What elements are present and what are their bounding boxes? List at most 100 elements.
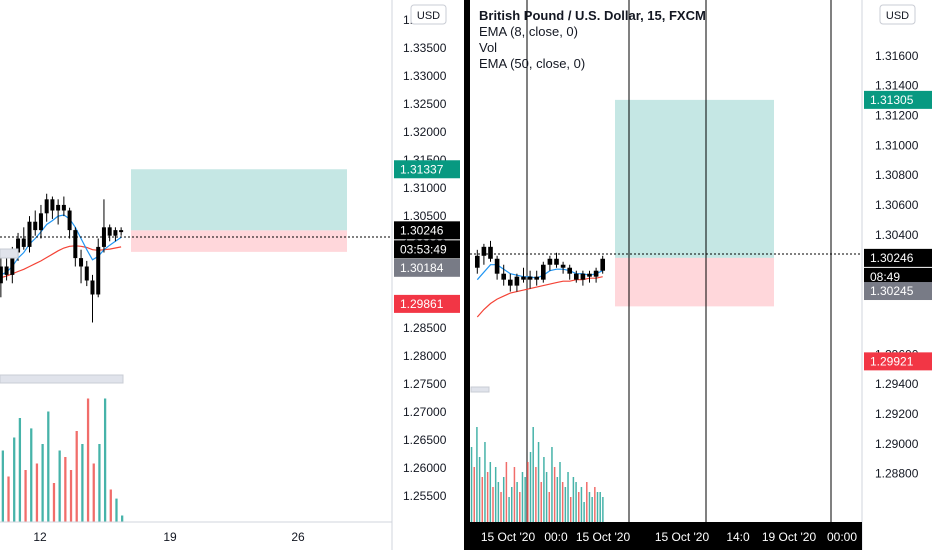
left-price-tick: 1.30500 [403,209,447,223]
right-price-tick: 1.31000 [875,138,919,152]
right-candle-body [474,255,480,268]
left-stop-zone[interactable] [131,230,347,252]
left-candle-body [113,230,118,236]
right-volume-bar [561,482,564,522]
right-time-tick: 15 Oct '20 [655,530,710,544]
right-time-tick: 14:0 [726,530,750,544]
right-candle-body [488,246,493,259]
right-time-tick: 19 Oct '20 [762,530,817,544]
right-volume-bar [532,427,534,522]
right-currency-button[interactable] [879,4,916,25]
right-volume-bar [551,447,553,522]
left-candle-body [50,199,55,211]
left-candle-body [73,230,78,259]
right-candle-body [580,273,586,280]
left-target-zone[interactable] [131,169,347,231]
left-chart-pane[interactable] [0,169,392,522]
right-volume-bar [521,472,524,522]
right-volume-bar [505,462,508,522]
pane-divider[interactable] [464,0,470,550]
right-time-axis-bar[interactable] [470,522,862,550]
left-candle-body [21,238,26,247]
right-volume-bar [494,467,497,522]
left-price-tag-text-stop: 1.29861 [400,297,444,311]
left-volume-bar [92,463,95,522]
left-candle-body [61,204,66,211]
left-price-tick: 1.28500 [403,321,447,335]
right-price-tag-text-stop: 1.29921 [870,354,914,368]
left-price-tick: 1.27500 [403,377,447,391]
right-price-tick: 1.30600 [875,198,919,212]
right-candle-body [527,276,533,280]
right-price-tag-text-target: 1.31305 [870,93,914,107]
legend-ema-8[interactable]: EMA (8, close, 0) [479,24,578,39]
right-volume-bar [513,467,516,522]
left-scrollbar[interactable] [0,374,124,384]
right-candle-body [554,258,559,265]
left-candle-body [4,266,9,275]
right-candle-body [507,279,513,286]
right-price-tag-countdown [864,267,932,286]
right-volume-bar [596,492,599,522]
left-volume-bar [13,437,16,522]
right-volume-bar [545,472,548,522]
right-scrollbar[interactable] [470,386,490,393]
left-price-tag-last [394,221,460,240]
right-time-tick: 15 Oct '20 [576,530,631,544]
left-price-tag-countdown [394,240,460,259]
left-volume-bar [115,498,118,522]
left-candle-body [107,227,112,236]
right-candle-body [501,273,507,280]
right-candle-body [494,258,500,274]
left-price-tag-prev [394,258,460,277]
right-candle-body [514,276,520,286]
right-price-tag-text-prev: 1.30245 [870,284,914,298]
right-time-axis[interactable]: 15 Oct '20 00:0 15 Oct '20 15 Oct '20 14:0 19… [481,530,858,544]
right-candle-body [573,273,579,280]
left-volume-bar [69,470,73,522]
left-time-axis[interactable]: 12 19 26 [33,530,305,544]
left-ema-50-line [0,245,122,279]
right-candle-body [593,270,599,277]
legend-ema-50[interactable]: EMA (50, close, 0) [479,56,585,71]
left-price-tag-stop [394,294,460,313]
right-volume-bar [489,462,492,522]
right-volume-bar [594,487,596,522]
right-target-zone[interactable] [615,99,774,258]
left-currency-button[interactable] [410,4,447,25]
left-candle-body [27,221,32,247]
right-volume-bar [548,492,551,522]
right-candle-body [547,258,553,265]
right-price-tick: 1.30800 [875,168,919,182]
right-price-tick: 1.29200 [875,407,919,421]
left-volume-bar [103,398,107,522]
left-volume-bar [64,457,67,522]
left-candle-body [84,266,89,281]
left-candle-body [33,221,38,231]
left-ema-8-line [0,214,122,276]
right-chart-pane[interactable] [470,0,862,522]
right-volume-bar [529,452,532,522]
left-volume-bar [7,476,10,522]
right-volume-bar [540,482,542,522]
left-drag-handle[interactable] [0,248,19,259]
left-candle-body [10,252,15,275]
right-volume-bar [519,492,521,522]
left-price-tag-target [394,160,460,179]
right-volume-bar [486,472,489,522]
right-price-tick: 1.28800 [875,467,919,481]
right-volume-bar [575,482,577,522]
right-price-tick: 1.30400 [875,228,919,242]
left-volume-bar [75,431,78,522]
right-volume-bar [591,497,593,522]
right-time-tick: 00:00 [827,530,857,544]
legend-volume[interactable]: Vol [479,40,497,55]
right-volume-bar [502,477,505,522]
left-volume-bar [109,489,112,522]
right-stop-zone[interactable] [615,257,774,307]
right-price-tag-stop [864,352,932,371]
right-price-tag-last [864,248,932,267]
right-volume-bar [497,482,500,522]
right-time-tick: 15 Oct '20 [481,530,536,544]
